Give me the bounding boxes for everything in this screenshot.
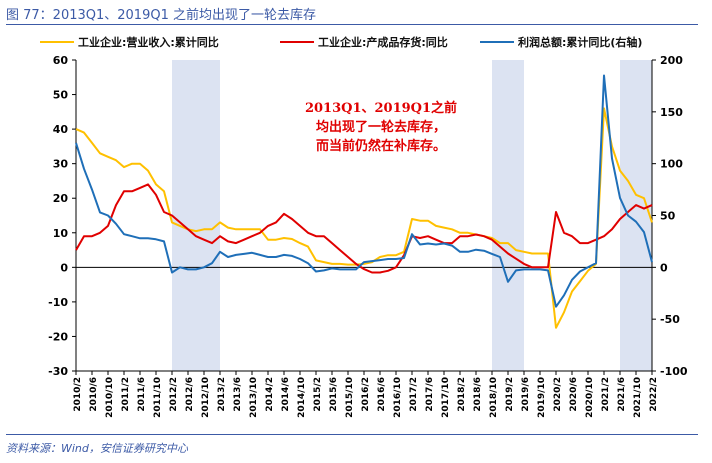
x-tick-label-32: 2020/10 (585, 377, 595, 418)
annotation-line-0: 2013Q1、2019Q1之前 (305, 100, 457, 116)
annotation-line-1: 均出现了一轮去库存， (316, 119, 446, 135)
left-tick-label-4: 20 (53, 192, 69, 205)
x-tick-label-0: 2010/2 (73, 377, 83, 412)
x-tick-label-5: 2011/10 (153, 377, 163, 418)
right-tick-label-6: -100 (660, 365, 688, 378)
x-tick-label-28: 2019/6 (521, 377, 531, 412)
x-tick-label-31: 2020/6 (569, 377, 579, 412)
figure-title: 图 77：2013Q1、2019Q1 之前均出现了一轮去库存 (6, 8, 316, 23)
title-rule (6, 24, 698, 25)
left-tick-label-9: -30 (48, 365, 68, 378)
x-tick-label-19: 2016/6 (377, 377, 387, 412)
x-tick-label-8: 2012/10 (201, 377, 211, 418)
shaded-period-1 (492, 60, 524, 371)
x-tick-label-17: 2015/10 (345, 377, 355, 418)
source-note: 资料来源：Wind，安信证券研究中心 (6, 442, 188, 455)
source-rule (6, 434, 698, 435)
x-tick-label-14: 2014/10 (297, 377, 307, 418)
x-tick-label-3: 2011/2 (121, 377, 131, 412)
x-tick-label-24: 2018/2 (457, 377, 467, 412)
x-tick-label-4: 2011/6 (137, 377, 147, 412)
left-tick-label-1: 50 (53, 89, 69, 102)
right-tick-label-0: 200 (660, 54, 683, 67)
chart-legend: 工业企业:营业收入:累计同比 工业企业:产成品存货:同比 利润总额:累计同比(右… (40, 34, 706, 50)
right-tick-label-1: 150 (660, 106, 683, 119)
right-tick-label-4: 0 (660, 261, 668, 274)
x-tick-label-33: 2021/2 (601, 377, 611, 412)
series-line-2 (75, 74, 653, 308)
x-tick-label-13: 2014/6 (281, 377, 291, 412)
x-tick-label-6: 2012/2 (169, 377, 179, 412)
legend-item-revenue: 工业企业:营业收入:累计同比 (40, 34, 219, 50)
x-tick-label-10: 2013/6 (233, 377, 243, 412)
legend-swatch-revenue (40, 41, 74, 43)
right-tick-label-5: -50 (660, 313, 680, 326)
x-tick-label-2: 2010/10 (105, 377, 115, 418)
legend-item-profit: 利润总额:累计同比(右轴) (480, 34, 642, 50)
x-tick-label-16: 2015/6 (329, 377, 339, 412)
shaded-period-0 (172, 60, 220, 371)
left-tick-label-6: 0 (60, 261, 68, 274)
left-tick-label-0: 60 (53, 54, 69, 67)
left-tick-label-8: -20 (48, 330, 68, 343)
x-tick-label-26: 2018/10 (489, 377, 499, 418)
x-tick-label-36: 2022/2 (649, 377, 659, 412)
left-tick-label-7: -10 (48, 296, 68, 309)
left-tick-label-2: 40 (53, 123, 69, 136)
x-tick-label-27: 2019/2 (505, 377, 515, 412)
x-tick-label-21: 2017/2 (409, 377, 419, 412)
x-tick-label-7: 2012/6 (185, 377, 195, 412)
left-tick-label-3: 30 (53, 158, 69, 171)
x-tick-label-18: 2016/2 (361, 377, 371, 412)
legend-label-profit: 利润总额:累计同比(右轴) (518, 36, 643, 49)
x-tick-label-1: 2010/6 (89, 377, 99, 412)
x-tick-label-22: 2017/6 (425, 377, 435, 412)
x-tick-label-23: 2017/10 (441, 377, 451, 418)
x-tick-label-34: 2021/6 (617, 377, 627, 412)
right-tick-label-2: 100 (660, 158, 683, 171)
legend-swatch-inventory (280, 41, 314, 43)
x-tick-label-35: 2021/10 (633, 377, 643, 418)
x-tick-label-20: 2016/10 (393, 377, 403, 418)
x-tick-label-25: 2018/6 (473, 377, 483, 412)
x-tick-label-29: 2019/10 (537, 377, 547, 418)
x-tick-label-12: 2014/2 (265, 377, 275, 412)
x-tick-label-15: 2015/2 (313, 377, 323, 412)
legend-label-revenue: 工业企业:营业收入:累计同比 (78, 36, 219, 49)
legend-label-inventory: 工业企业:产成品存货:同比 (318, 36, 448, 49)
legend-item-inventory: 工业企业:产成品存货:同比 (280, 34, 448, 50)
x-tick-label-11: 2013/10 (249, 377, 259, 418)
x-tick-label-9: 2013/2 (217, 377, 227, 412)
series-line-1 (75, 183, 653, 274)
legend-swatch-profit (480, 41, 514, 43)
x-tick-label-30: 2020/2 (553, 377, 563, 412)
left-tick-label-5: 10 (53, 227, 69, 240)
annotation-line-2: 而当前仍然在补库存。 (316, 138, 446, 154)
right-tick-label-3: 50 (660, 210, 676, 223)
series-line-0 (75, 107, 653, 329)
